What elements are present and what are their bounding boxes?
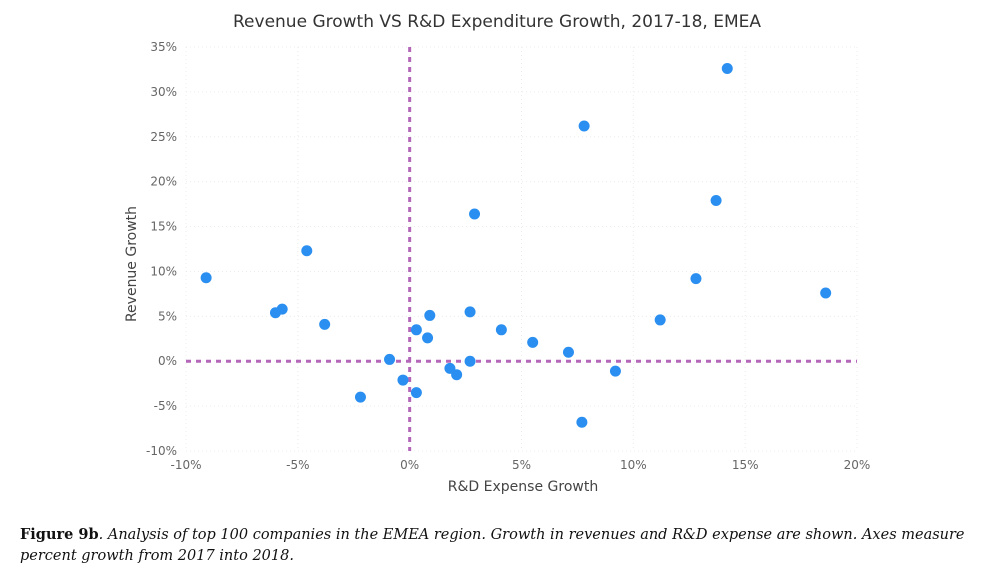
y-tick-label: 25% <box>150 130 177 144</box>
x-tick-label: -5% <box>286 458 309 472</box>
data-point[interactable] <box>354 391 366 403</box>
scatter-chart: Revenue Growth VS R&D Expenditure Growth… <box>124 12 870 495</box>
y-tick-label: 15% <box>150 220 177 234</box>
data-point[interactable] <box>495 324 507 336</box>
y-tick-label: -5% <box>154 399 177 413</box>
data-point[interactable] <box>578 120 590 132</box>
y-tick-label: 5% <box>158 309 177 323</box>
x-tick-label: 0% <box>400 458 419 472</box>
data-point[interactable] <box>451 369 463 381</box>
data-point[interactable] <box>469 208 481 220</box>
y-tick-label: 0% <box>158 354 177 368</box>
figure-caption: Figure 9b. Analysis of top 100 companies… <box>20 524 985 567</box>
data-point[interactable] <box>820 287 832 299</box>
data-point[interactable] <box>690 273 702 285</box>
data-point[interactable] <box>422 332 434 344</box>
y-axis-ticks: -10% -5% 0% 5% 10% 15% 20% 25% 30% 35% <box>146 40 177 458</box>
data-point[interactable] <box>721 63 733 75</box>
data-points <box>200 63 832 428</box>
caption-text: . Analysis of top 100 companies in the E… <box>20 527 965 564</box>
data-point[interactable] <box>397 374 409 386</box>
chart-title: Revenue Growth VS R&D Expenditure Growth… <box>233 12 761 32</box>
data-point[interactable] <box>609 365 621 377</box>
gridlines <box>185 46 858 452</box>
data-point[interactable] <box>464 306 476 318</box>
y-tick-label: -10% <box>146 444 177 458</box>
y-axis-title: Revenue Growth <box>124 206 140 322</box>
caption-label: Figure 9b <box>20 526 99 543</box>
x-axis-title: R&D Expense Growth <box>448 479 598 495</box>
x-axis-ticks: -10% -5% 0% 5% 10% 15% 20% <box>170 458 870 472</box>
data-point[interactable] <box>424 309 436 321</box>
y-tick-label: 30% <box>150 85 177 99</box>
reference-lines <box>186 47 857 451</box>
x-tick-label: 10% <box>620 458 647 472</box>
x-tick-label: 20% <box>844 458 871 472</box>
data-point[interactable] <box>276 303 288 315</box>
y-tick-label: 35% <box>150 40 177 54</box>
x-tick-label: 5% <box>512 458 531 472</box>
data-point[interactable] <box>654 314 666 326</box>
data-point[interactable] <box>562 346 574 358</box>
x-tick-label: -10% <box>170 458 201 472</box>
data-point[interactable] <box>384 353 396 365</box>
y-tick-label: 20% <box>150 175 177 189</box>
x-tick-label: 15% <box>732 458 759 472</box>
data-point[interactable] <box>319 318 331 330</box>
data-point[interactable] <box>710 195 722 207</box>
data-point[interactable] <box>200 272 212 284</box>
data-point[interactable] <box>301 245 313 257</box>
data-point[interactable] <box>464 355 476 367</box>
data-point[interactable] <box>410 324 422 336</box>
y-tick-label: 10% <box>150 264 177 278</box>
data-point[interactable] <box>527 336 539 348</box>
data-point[interactable] <box>410 387 422 399</box>
data-point[interactable] <box>576 416 588 428</box>
